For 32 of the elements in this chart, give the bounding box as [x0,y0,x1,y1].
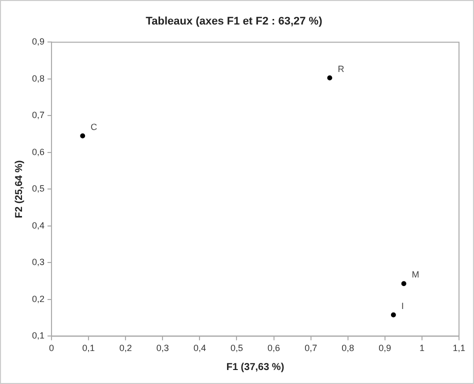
annotation: C [90,122,98,132]
y-tick-label: 0,9 [32,36,45,47]
x-tick-label: 0 [49,343,54,354]
y-tick-label: 0,3 [32,257,45,268]
y-tick-label: 0,6 [32,146,45,157]
y-tick-label: 0,5 [32,184,45,194]
point [401,281,406,286]
chart-title: Tableaux (axes F1 et F2 : 63,27 %) [146,16,323,28]
y-tick-label: 0,7 [32,110,45,120]
y-tick-label: 0,2 [32,294,45,304]
x-tick-label: 0,1 [82,343,95,354]
annotation: M [412,270,420,280]
y-axis-title: F2 (25,64 %) [14,160,25,218]
x-tick-label: 1,1 [452,343,466,354]
x-tick-label: 0,3 [156,343,169,354]
point [80,133,86,138]
y-tick-label: 0,4 [32,220,45,230]
x-tick-label: 0,9 [378,343,392,354]
x-tick-label: 0,7 [304,343,318,354]
point [327,75,332,80]
x-tick-label: 1 [419,343,424,354]
annotation: I [401,300,404,311]
point [390,312,396,318]
x-axis-title: F1 (37,63 %) [226,362,284,373]
x-tick-label: 0,4 [193,343,206,354]
x-tick-label: 0,6 [268,343,280,354]
annotation: R [338,64,345,74]
x-tick-label: 0,5 [230,343,243,354]
x-tick-label: 0,8 [342,343,354,354]
y-tick-label: 0,8 [32,73,45,84]
x-tick-label: 0,2 [119,343,132,354]
y-tick-label: 0,1 [32,330,45,341]
